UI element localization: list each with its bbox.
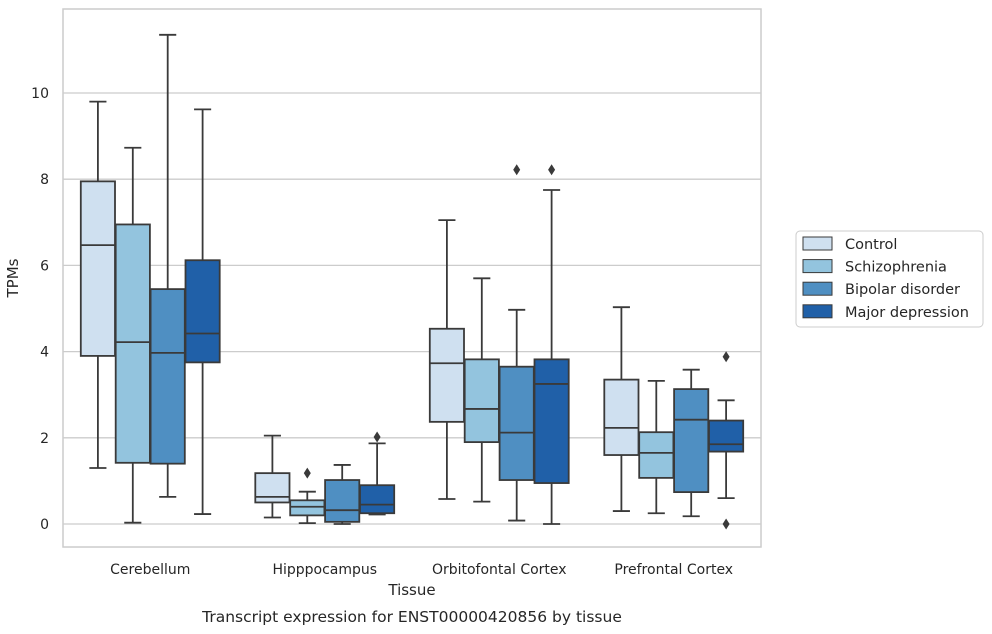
box-body	[463, 358, 500, 444]
y-tick-label: 4	[40, 345, 49, 361]
box-3-2	[673, 368, 710, 518]
outlier-point	[548, 164, 556, 176]
outlier-point	[373, 431, 381, 443]
box-body	[428, 327, 465, 423]
box-body	[289, 499, 326, 517]
box-1-0	[254, 434, 291, 519]
y-tick-label: 6	[40, 258, 49, 274]
outlier-point	[722, 518, 730, 530]
box-2-0	[428, 219, 465, 500]
y-axis-label: TPMs	[4, 258, 22, 298]
outlier-point	[722, 351, 730, 363]
box-body	[324, 479, 361, 523]
legend-swatch	[802, 281, 833, 296]
box-body	[638, 431, 675, 479]
box-2-2	[498, 164, 535, 522]
legend-label: Control	[845, 237, 897, 253]
x-tick-label: Hipppocampus	[272, 562, 377, 578]
box-body	[254, 472, 291, 504]
box-body	[708, 419, 745, 453]
box-body	[114, 223, 151, 464]
box-body	[673, 388, 710, 494]
box-body	[184, 259, 221, 364]
box-2-1	[463, 277, 500, 503]
plot-frame	[62, 8, 762, 548]
box-0-1	[114, 146, 151, 524]
legend-swatch	[802, 236, 833, 251]
x-tick-label: Cerebellum	[110, 562, 190, 578]
y-tick-label: 10	[31, 86, 49, 102]
box-3-0	[603, 306, 640, 512]
box-1-2	[324, 464, 361, 525]
x-tick-labels: Cerebellum Hipppocampus Orbitofontal Corte…	[110, 562, 733, 578]
box-0-2	[149, 33, 186, 498]
x-axis-label: Tissue	[387, 581, 435, 599]
box-body	[498, 365, 535, 481]
box-3-3	[708, 351, 745, 530]
x-tick-label: Prefrontal Cortex	[614, 562, 733, 578]
legend-frame	[795, 230, 984, 328]
box-body	[149, 288, 186, 465]
outlier-point	[303, 467, 311, 479]
box-body	[359, 484, 396, 515]
legend-swatch	[802, 304, 833, 319]
box-1-3	[359, 431, 396, 516]
y-tick-label: 0	[40, 517, 49, 533]
legend-label: Schizophrenia	[845, 260, 947, 276]
chart-caption: Transcript expression for ENST0000042085…	[201, 608, 622, 626]
boxes	[79, 33, 745, 530]
outlier-point	[513, 164, 521, 176]
box-0-0	[79, 100, 116, 469]
box-2-3	[533, 164, 570, 525]
box-body	[603, 378, 640, 456]
box-0-3	[184, 108, 221, 515]
box-body	[79, 180, 116, 357]
box-1-1	[289, 467, 326, 525]
x-tick-label: Orbitofontal Cortex	[432, 562, 567, 578]
y-tick-label: 8	[40, 172, 49, 188]
legend-swatch	[802, 259, 833, 274]
y-tick-labels: 0 2 4 6 8 10	[31, 86, 49, 533]
y-tick-label: 2	[40, 431, 49, 447]
box-body	[533, 358, 570, 484]
legend: Control Schizophrenia Bipolar disorder Majo…	[795, 230, 984, 328]
legend-label: Major depression	[845, 305, 969, 321]
box-3-1	[638, 380, 675, 515]
legend-label: Bipolar disorder	[845, 282, 960, 298]
